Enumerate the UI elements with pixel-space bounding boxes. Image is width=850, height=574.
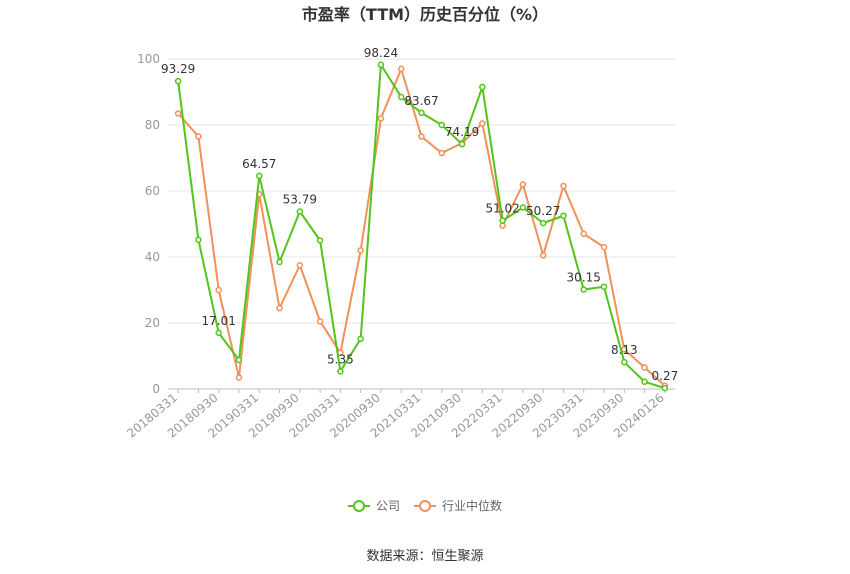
legend-marker (353, 500, 365, 512)
data-label: 5.35 (327, 352, 354, 366)
company-point (235, 356, 243, 364)
legend-label: 公司 (376, 499, 400, 513)
industry-median-point (235, 374, 243, 381)
company-point (438, 121, 446, 129)
company-point (276, 258, 283, 266)
industry-median-point (357, 247, 364, 254)
legend-industry-median[interactable]: 行业中位数 (414, 498, 502, 513)
industry-median-point (195, 133, 202, 140)
company-point (256, 172, 263, 180)
industry-median-point (539, 252, 547, 259)
industry-median-line (177, 67, 666, 387)
industry-median-point (397, 65, 405, 73)
company-point (357, 335, 364, 343)
company-point (539, 219, 547, 227)
company-point (377, 61, 385, 69)
data-label: 50.27 (526, 204, 560, 218)
industry-median-point (580, 230, 587, 238)
industry-median-point (479, 120, 486, 127)
data-label: 64.57 (242, 157, 276, 171)
industry-median-point (316, 318, 324, 325)
company-point (195, 236, 202, 244)
company-point (296, 208, 304, 215)
company-point (600, 283, 608, 290)
company-point (641, 378, 648, 385)
legend[interactable]: 公司 行业中位数 (348, 498, 502, 513)
legend-marker (419, 500, 431, 512)
data-labels: 93.29 17.01 64.57 53.79 5.35 98.24 83.67 74.19 5… (161, 46, 678, 383)
company-point (499, 217, 506, 224)
industry-median-point (276, 304, 283, 312)
industry-median-point (519, 181, 527, 188)
data-label: 93.29 (161, 62, 195, 76)
company-point (479, 83, 486, 91)
source-note: 数据来源：恒生聚源 (366, 549, 483, 564)
company-point (215, 329, 222, 337)
industry-median-point (174, 110, 182, 117)
industry-median-point (418, 133, 425, 140)
company-point (661, 384, 669, 392)
company-point (458, 140, 466, 148)
company-point (418, 109, 425, 117)
y-tick-label: 40 (145, 250, 160, 264)
y-axis: 0 20 40 60 80 100 (137, 52, 160, 396)
industry-median-point (215, 286, 222, 294)
industry-median-point (560, 182, 567, 190)
y-tick-label: 20 (145, 316, 160, 330)
data-label: 8.13 (611, 343, 638, 357)
data-label: 51.02 (485, 202, 519, 216)
data-label: 98.24 (364, 46, 398, 60)
industry-median-point (499, 222, 506, 229)
company-point (621, 358, 628, 366)
x-axis: 2018033120180930201903312019093020200331… (124, 388, 675, 441)
company-point (519, 204, 527, 211)
company-point (316, 237, 324, 244)
y-tick-label: 100 (137, 52, 160, 66)
legend-label: 行业中位数 (442, 498, 502, 513)
industry-median-point (377, 115, 385, 122)
company-point (397, 93, 405, 101)
industry-median-point (438, 149, 446, 157)
data-label: 74.19 (445, 125, 479, 139)
legend-company[interactable]: 公司 (348, 499, 400, 513)
data-label: 17.01 (202, 314, 236, 328)
industry-median-point (641, 364, 648, 371)
company-point (580, 286, 587, 293)
data-label: 83.67 (404, 94, 438, 108)
company-point (174, 77, 182, 85)
series-layer (174, 61, 669, 392)
industry-median-point (600, 243, 608, 251)
company-point (560, 212, 567, 219)
chart-title: 市盈率（TTM）历史百分位（%） (302, 5, 548, 24)
company-point (337, 368, 344, 375)
y-tick-label: 60 (145, 184, 160, 198)
y-tick-label: 0 (152, 382, 160, 396)
data-label: 30.15 (567, 271, 601, 285)
data-label: 0.27 (652, 369, 679, 383)
y-tick-label: 80 (145, 118, 160, 132)
data-label: 53.79 (283, 192, 317, 206)
industry-median-point (296, 262, 304, 269)
